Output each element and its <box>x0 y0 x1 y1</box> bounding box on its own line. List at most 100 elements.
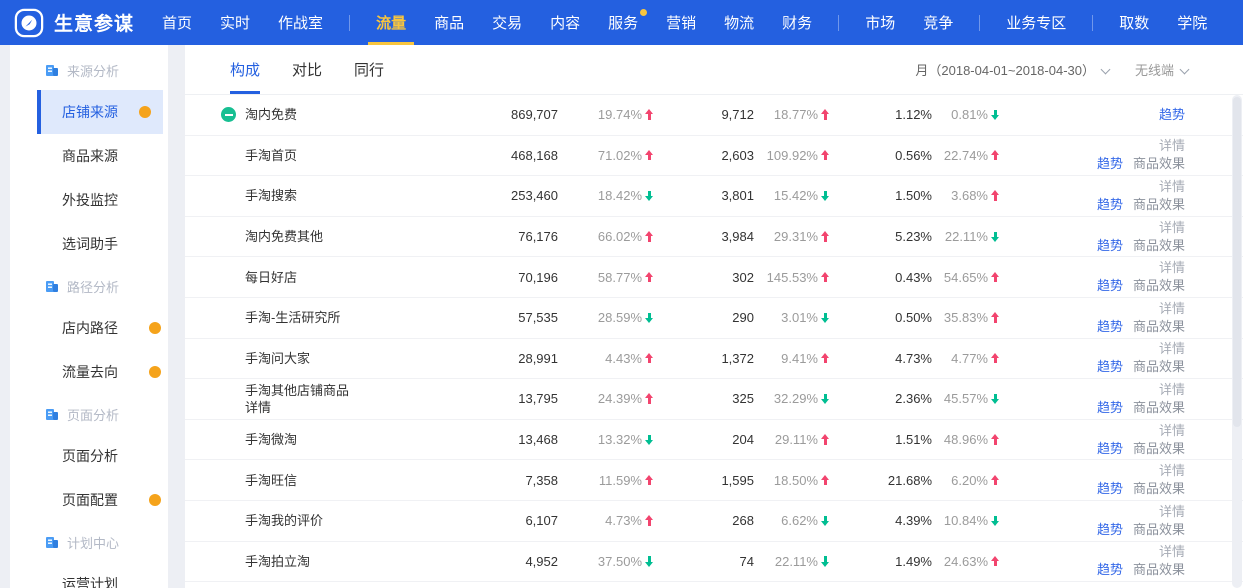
product-effect-link[interactable]: 商品效果 <box>1132 156 1185 172</box>
buyers-change: 29.31% <box>754 229 830 244</box>
nav-item[interactable]: 内容 <box>536 0 594 45</box>
detail-link[interactable]: 详情 <box>1158 178 1185 194</box>
tab[interactable]: 构成 <box>230 45 261 94</box>
product-effect-link[interactable]: 商品效果 <box>1132 440 1185 456</box>
sidebar-item[interactable]: 页面配置 <box>10 478 168 522</box>
nav-item[interactable]: 交易 <box>478 0 536 45</box>
detail-link[interactable]: 详情 <box>1158 300 1185 316</box>
source-name: 手淘我的评价 <box>245 513 324 529</box>
sidebar-item-label: 店内路径 <box>62 320 118 336</box>
detail-link[interactable]: 详情 <box>1158 463 1185 479</box>
sidebar-section-label: 路径分析 <box>67 279 120 295</box>
actions-cell: 详情 趋势 商品效果 <box>1000 422 1185 458</box>
table-scrollbar-thumb[interactable] <box>1233 97 1241 427</box>
nav-item[interactable]: 市场 <box>851 0 909 45</box>
detail-link[interactable]: 详情 <box>1158 544 1185 560</box>
nav-item[interactable]: 物流 <box>710 0 768 45</box>
nav-item[interactable]: 作战室 <box>264 0 337 45</box>
nav-item[interactable]: 商品 <box>420 0 478 45</box>
detail-link[interactable]: 详情 <box>1158 503 1185 519</box>
source-name: 手淘微淘 <box>245 432 298 448</box>
detail-link[interactable]: 详情 <box>1158 260 1185 276</box>
table-row: 手淘-生活研究所 57,535 28.59% 290 3.01% 0.50% 3… <box>185 298 1243 339</box>
rate-change: 6.20% <box>932 473 1000 488</box>
trend-link[interactable]: 趋势 <box>1096 196 1123 212</box>
sidebar-scrollbar-track[interactable] <box>168 45 185 588</box>
trend-arrow-icon <box>821 474 830 486</box>
table-scrollbar[interactable] <box>1232 95 1242 588</box>
sidebar-item[interactable]: 选词助手 <box>10 222 168 266</box>
nav-item[interactable]: 实时 <box>206 0 264 45</box>
nav-item[interactable]: 营销 <box>652 0 710 45</box>
nav-item-label: 实时 <box>220 15 251 32</box>
product-effect-link[interactable]: 商品效果 <box>1132 237 1185 253</box>
nav-item[interactable]: 竞争 <box>909 0 967 45</box>
collapse-icon[interactable] <box>221 107 236 123</box>
sidebar-item[interactable]: 店内路径 <box>10 306 168 350</box>
trend-arrow-icon <box>645 231 654 242</box>
nav-item[interactable]: 首页 <box>148 0 206 45</box>
sidebar-item-label: 选词助手 <box>62 236 118 252</box>
trend-arrow-icon <box>991 190 1000 201</box>
buyers-change: 32.29% <box>754 391 830 406</box>
trend-link[interactable]: 趋势 <box>1096 318 1123 334</box>
buyers-change: 22.11% <box>754 554 830 569</box>
tab-label: 对比 <box>292 62 323 79</box>
trend-link[interactable]: 趋势 <box>1096 481 1123 497</box>
trend-link[interactable]: 趋势 <box>1158 106 1185 122</box>
trend-link[interactable]: 趋势 <box>1096 156 1123 172</box>
trend-link[interactable]: 趋势 <box>1096 521 1123 537</box>
detail-link[interactable]: 详情 <box>1158 381 1185 397</box>
source-name-cell: 手淘拍立淘 <box>185 553 454 570</box>
trend-link[interactable]: 趋势 <box>1096 562 1123 578</box>
nav-item-label: 服务 <box>608 15 639 32</box>
trend-link[interactable]: 趋势 <box>1096 237 1123 253</box>
notification-dot-icon <box>640 9 648 16</box>
sidebar-item[interactable]: 运营计划 <box>10 562 168 588</box>
tab[interactable]: 同行 <box>354 45 384 94</box>
trend-link[interactable]: 趋势 <box>1096 359 1123 375</box>
buyers-change: 15.42% <box>754 188 830 203</box>
product-effect-link[interactable]: 商品效果 <box>1132 481 1185 497</box>
sidebar-item-label: 流量去向 <box>62 364 118 380</box>
sidebar-item[interactable]: 页面分析 <box>10 434 168 478</box>
date-range-select[interactable]: 月（2018-04-01~2018-04-30） <box>915 60 1111 79</box>
source-name: 手淘旺信 <box>245 472 298 488</box>
product-effect-link[interactable]: 商品效果 <box>1132 359 1185 375</box>
sidebar-item[interactable]: 店铺来源 <box>37 90 163 134</box>
trend-link[interactable]: 趋势 <box>1096 399 1123 415</box>
sidebar-item[interactable]: 流量去向 <box>10 350 168 394</box>
detail-link[interactable]: 详情 <box>1158 219 1185 235</box>
product-effect-link[interactable]: 商品效果 <box>1132 318 1185 334</box>
nav-item[interactable]: 学院 <box>1163 0 1221 45</box>
detail-link[interactable]: 详情 <box>1158 341 1185 357</box>
trend-arrow-icon <box>991 231 1000 243</box>
product-effect-link[interactable]: 商品效果 <box>1132 278 1185 294</box>
detail-link[interactable]: 详情 <box>1158 138 1185 154</box>
product-effect-link[interactable]: 商品效果 <box>1132 521 1185 537</box>
date-range-label: 月（2018-04-01~2018-04-30） <box>915 63 1095 78</box>
nav-item[interactable]: 流量 <box>362 0 420 45</box>
rate-value: 21.68% <box>887 472 932 488</box>
trend-link[interactable]: 趋势 <box>1096 440 1123 456</box>
rate-value: 5.23% <box>895 229 932 245</box>
visitors-value: 4,952 <box>525 553 558 569</box>
nav-item[interactable]: 取数 <box>1105 0 1163 45</box>
nav-item[interactable]: 财务 <box>768 0 826 45</box>
sidebar-item[interactable]: 外投监控 <box>10 178 168 222</box>
visitors-change: 4.43% <box>558 351 654 366</box>
trend-arrow-icon <box>821 312 830 324</box>
nav-item[interactable]: 服务 <box>594 0 652 45</box>
nav-item[interactable]: 业务专区 <box>992 0 1080 45</box>
product-effect-link[interactable]: 商品效果 <box>1132 196 1185 212</box>
product-effect-link[interactable]: 商品效果 <box>1132 399 1185 415</box>
tab[interactable]: 对比 <box>292 45 322 94</box>
product-effect-link[interactable]: 商品效果 <box>1132 562 1185 578</box>
sidebar-item[interactable]: 商品来源 <box>10 134 168 178</box>
trend-arrow-icon <box>821 271 830 283</box>
app-logo[interactable]: 生意参谋 <box>14 8 134 38</box>
terminal-select[interactable]: 无线端 <box>1135 60 1190 79</box>
buyers-change: 29.11% <box>754 432 830 447</box>
detail-link[interactable]: 详情 <box>1158 422 1185 438</box>
trend-link[interactable]: 趋势 <box>1096 278 1123 294</box>
